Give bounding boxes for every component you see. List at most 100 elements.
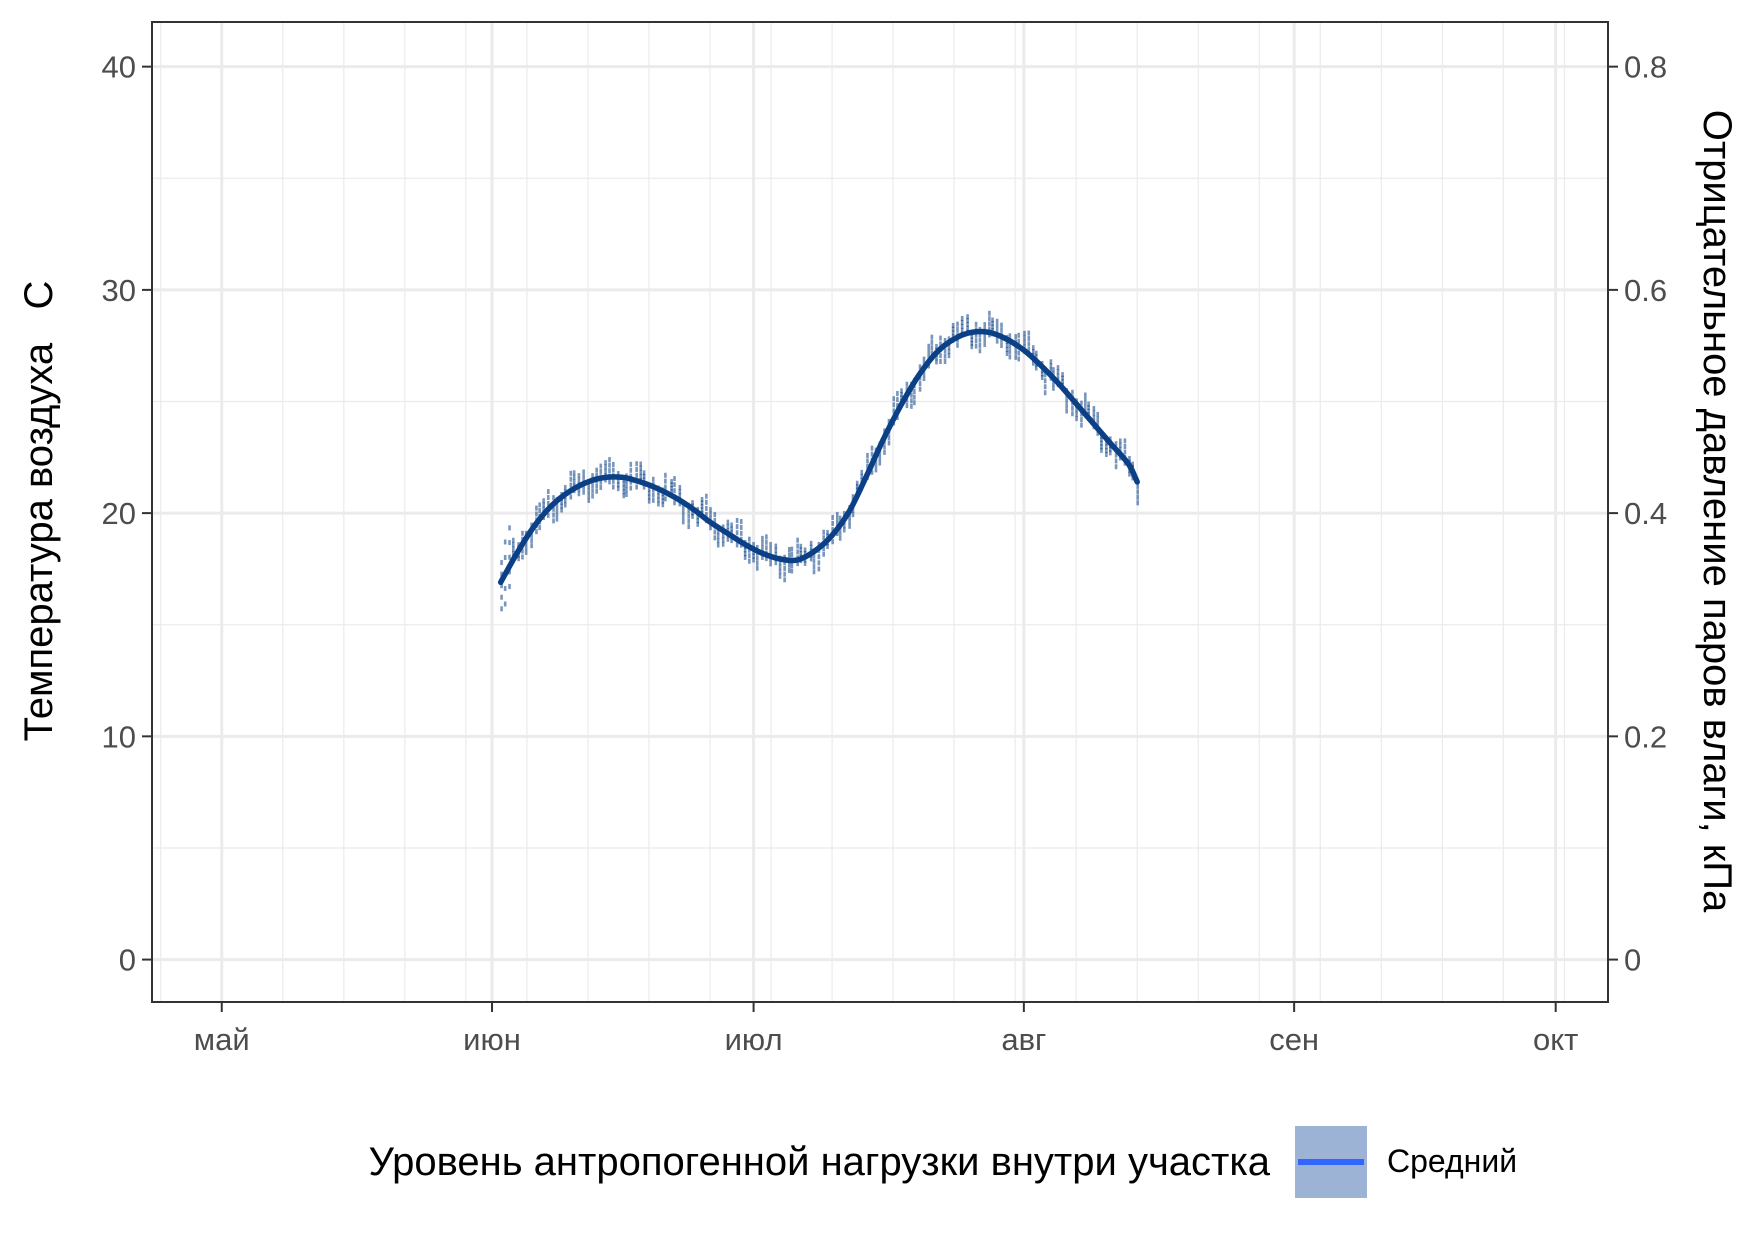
data-point: [1071, 389, 1074, 395]
data-point: [599, 463, 603, 469]
data-point: [612, 484, 615, 490]
data-point: [664, 478, 667, 484]
data-point: [870, 445, 874, 451]
data-point: [1061, 375, 1064, 381]
data-point: [661, 498, 665, 504]
data-point: [870, 451, 874, 457]
data-point: [892, 408, 896, 414]
data-point: [716, 529, 720, 535]
data-point: [812, 564, 816, 570]
data-point: [635, 467, 638, 473]
data-point: [956, 342, 959, 348]
data-point: [774, 543, 778, 549]
data-point: [748, 536, 751, 542]
data-point: [500, 583, 503, 589]
data-point: [705, 493, 708, 499]
data-point: [700, 507, 704, 513]
data-point: [983, 322, 987, 328]
data-point: [538, 525, 541, 531]
data-point: [930, 350, 934, 356]
data-point: [842, 527, 846, 533]
data-point: [799, 543, 803, 549]
data-point: [1123, 449, 1127, 455]
data-point: [1008, 349, 1012, 355]
data-point: [696, 514, 700, 520]
data-point: [625, 482, 628, 488]
data-point: [521, 554, 524, 560]
data-point: [866, 452, 869, 458]
data-point: [595, 467, 598, 473]
data-point: [1075, 411, 1078, 417]
data-point: [939, 341, 942, 347]
data-point: [730, 526, 733, 532]
data-point: [778, 569, 782, 575]
data-point: [1056, 373, 1060, 379]
data-point: [803, 547, 807, 553]
data-point: [778, 564, 782, 570]
data-point: [860, 469, 864, 475]
data-point: [716, 538, 720, 544]
data-point: [691, 510, 694, 516]
data-point: [599, 484, 603, 490]
data-point: [709, 511, 712, 517]
series-line-srednij: [497, 328, 1140, 586]
data-point: [748, 547, 751, 553]
data-point: [966, 318, 969, 324]
y2-tick-label: 0.2: [1624, 719, 1667, 754]
data-point: [535, 505, 538, 511]
data-point: [826, 529, 829, 535]
data-point: [1131, 461, 1134, 467]
data-point: [765, 556, 768, 562]
data-point: [970, 337, 974, 343]
data-point: [670, 478, 673, 484]
data-point: [978, 348, 982, 354]
data-point: [918, 386, 922, 392]
data-point: [625, 491, 628, 497]
data-point: [651, 497, 655, 503]
data-point: [524, 549, 528, 555]
data-point: [1031, 345, 1035, 351]
grid-layer: [152, 22, 1608, 1002]
data-point: [647, 490, 651, 496]
data-point: [761, 545, 764, 551]
data-point: [1034, 365, 1038, 371]
data-point: [670, 485, 673, 491]
data-point: [1034, 354, 1038, 360]
data-point: [974, 321, 978, 327]
data-point: [774, 551, 778, 557]
data-point: [517, 556, 520, 562]
data-point: [935, 343, 938, 349]
data-point: [1128, 455, 1131, 461]
data-point: [735, 517, 739, 523]
plot-panel-border: [151, 21, 1609, 1003]
data-point: [1014, 354, 1018, 360]
data-point: [988, 321, 991, 327]
data-point: [787, 552, 791, 558]
data-point: [517, 542, 520, 548]
data-point: [726, 536, 730, 542]
data-point: [939, 335, 942, 341]
data-point: [555, 506, 559, 512]
data-point: [503, 585, 507, 591]
data-point: [1008, 343, 1012, 349]
data-point: [755, 555, 759, 561]
data-point: [930, 345, 934, 351]
data-point: [651, 476, 655, 482]
data-point: [1052, 367, 1055, 373]
data-point: [503, 601, 507, 607]
data-point: [713, 512, 717, 518]
data-point: [616, 478, 620, 484]
data-point: [552, 512, 555, 518]
data-point: [748, 553, 751, 559]
data-point: [622, 493, 626, 499]
data-point: [696, 521, 700, 527]
data-point: [612, 478, 615, 484]
data-point: [635, 472, 638, 478]
data-point: [1123, 443, 1127, 449]
data-point: [835, 511, 839, 517]
data-point: [755, 565, 759, 571]
data-point: [947, 344, 951, 350]
data-point: [696, 518, 700, 524]
data-point: [1008, 333, 1012, 339]
data-point: [1123, 438, 1127, 444]
